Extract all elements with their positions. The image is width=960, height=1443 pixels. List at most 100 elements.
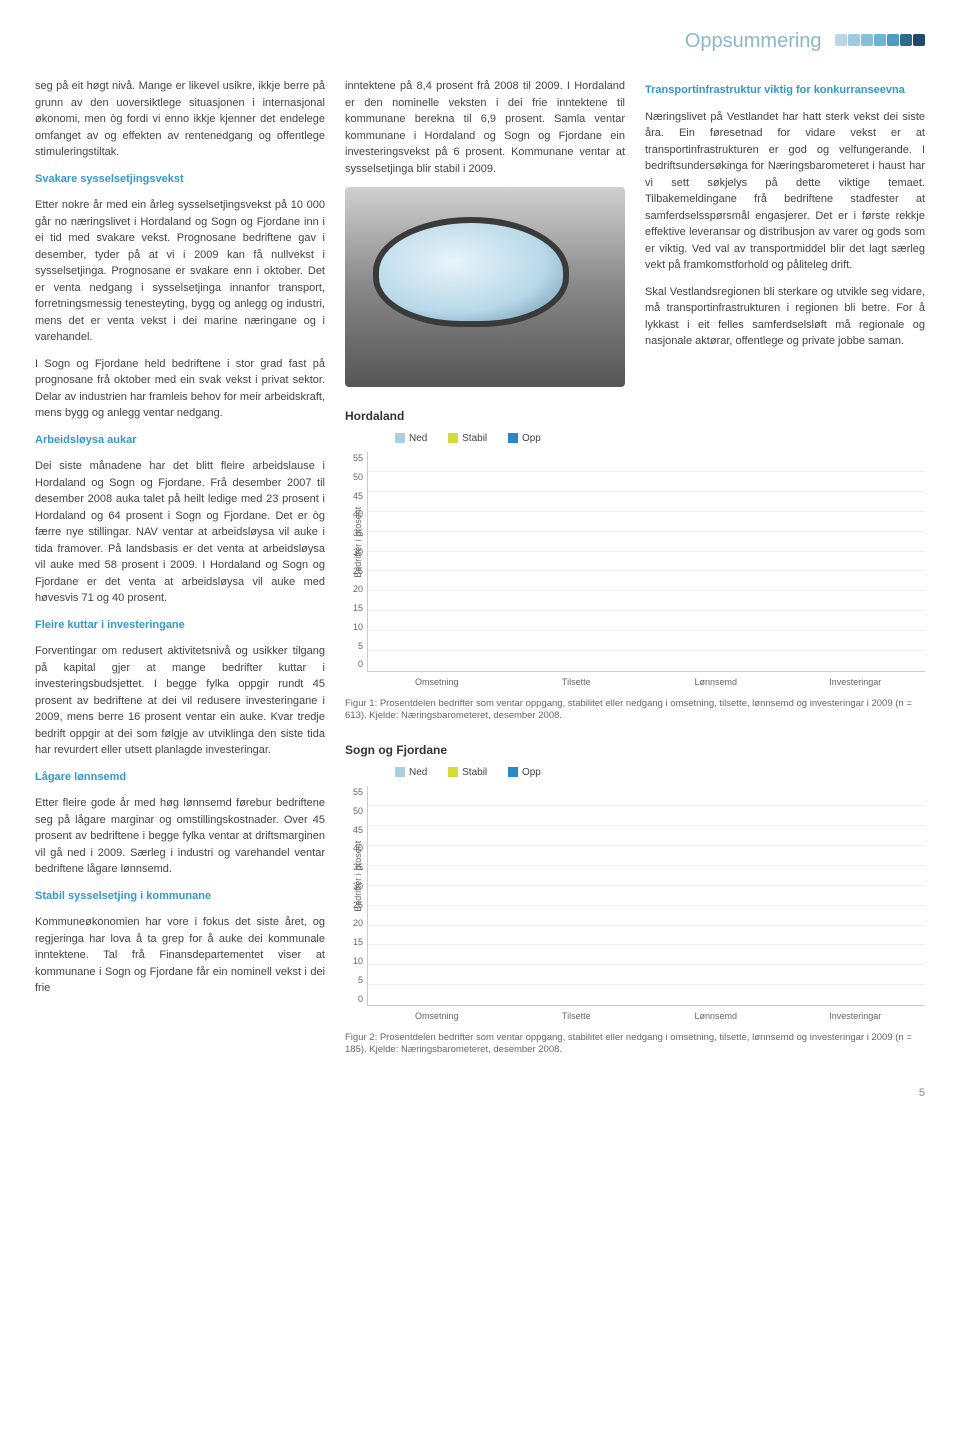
para: Kommuneøkonomien har vore i fokus det si… [35,914,325,997]
y-tick: 50 [345,805,363,819]
chart-title: Hordaland [345,407,925,425]
header-dot [848,34,860,46]
gridline [368,805,925,806]
y-tick: 55 [345,786,363,800]
legend-sq-stabil [448,767,458,777]
column-3: Transportinfrastruktur viktig for konkur… [645,78,925,399]
para: Dei siste månadene har det blitt fleire … [35,458,325,607]
para: seg på eit høgt nivå. Mange er likevel u… [35,78,325,161]
para: Etter fleire gode år med høg lønnsemd fø… [35,795,325,878]
legend-sq-ned [395,433,405,443]
y-tick: 5 [345,640,363,654]
para: Næringslivet på Vestlandet har hatt ster… [645,109,925,274]
header-dot [874,34,886,46]
y-tick: 10 [345,621,363,635]
subhead: Stabil sysselsetjing i kommunane [35,888,325,905]
y-tick: 35 [345,861,363,875]
y-tick: 25 [345,899,363,913]
legend-sq-stabil [448,433,458,443]
x-label: Omsetning [381,1010,493,1024]
chart-caption: Figur 1: Prosentdelen bedrifter som vent… [345,698,925,724]
chart-legend: Ned Stabil Opp [395,765,925,780]
subhead: Fleire kuttar i investeringane [35,617,325,634]
gridline [368,984,925,985]
gridline [368,551,925,552]
gridline [368,944,925,945]
y-tick: 20 [345,917,363,931]
y-tick: 25 [345,565,363,579]
para: Skal Vestlandsregionen bli sterkare og u… [645,284,925,350]
subhead: Lågare lønnsemd [35,769,325,786]
gridline [368,610,925,611]
chart-legend: Ned Stabil Opp [395,431,925,446]
x-label: Lønnsemd [660,676,772,690]
column-right: inntektene på 8,4 prosent frå 2008 til 2… [345,78,925,1075]
chart-title: Sogn og Fjordane [345,741,925,759]
x-label: Tilsette [520,1010,632,1024]
legend-label: Opp [522,767,541,778]
y-tick: 15 [345,602,363,616]
y-tick: 40 [345,508,363,522]
para: inntektene på 8,4 prosent frå 2008 til 2… [345,78,625,177]
gridline [368,491,925,492]
column-2: inntektene på 8,4 prosent frå 2008 til 2… [345,78,625,399]
y-tick: 30 [345,880,363,894]
plot-1 [367,452,925,672]
y-tick: 45 [345,490,363,504]
x-label: Investeringar [799,1010,911,1024]
gridline [368,590,925,591]
gridline [368,650,925,651]
legend-opp: Opp [508,431,541,446]
x-label: Omsetning [381,676,493,690]
gridline [368,865,925,866]
chart-sognogfjordane: Sogn og Fjordane Ned Stabil Opp Bedrifte… [345,741,925,1057]
y-tick: 5 [345,974,363,988]
mirror-photo [345,187,625,387]
y-tick: 30 [345,546,363,560]
x-labels-2: OmsetningTilsetteLønnsemdInvesteringar [367,1010,925,1024]
legend-ned: Ned [395,431,427,446]
y-tick: 0 [345,993,363,1007]
gridline [368,964,925,965]
chart-area-1: 5550454035302520151050 [345,452,925,672]
legend-opp: Opp [508,765,541,780]
gridline [368,511,925,512]
gridline [368,471,925,472]
subhead: Svakare sysselsetjingsvekst [35,171,325,188]
legend-stabil: Stabil [448,431,487,446]
y-axis-2: 5550454035302520151050 [345,786,367,1006]
legend-label: Ned [409,767,427,778]
header-dot [900,34,912,46]
gridline [368,845,925,846]
legend-sq-opp [508,433,518,443]
gridline [368,825,925,826]
gridline [368,630,925,631]
legend-sq-opp [508,767,518,777]
y-tick: 50 [345,471,363,485]
legend-label: Stabil [462,433,487,444]
para: Forventingar om redusert aktivitetsnivå … [35,643,325,759]
y-tick: 40 [345,842,363,856]
page-header: Oppsummering [35,30,925,53]
subhead: Transportinfrastruktur viktig for konkur… [645,82,925,99]
y-axis-1: 5550454035302520151050 [345,452,367,672]
bars-2 [368,786,925,1005]
x-labels-1: OmsetningTilsetteLønnsemdInvesteringar [367,676,925,690]
header-title: Oppsummering [685,30,822,53]
gridline [368,885,925,886]
legend-ned: Ned [395,765,427,780]
chart-caption: Figur 2: Prosentdelen bedrifter som vent… [345,1032,925,1058]
mirror-reflection [373,217,569,327]
legend-label: Stabil [462,767,487,778]
x-label: Investeringar [799,676,911,690]
y-tick: 15 [345,936,363,950]
y-tick: 20 [345,583,363,597]
y-tick: 35 [345,527,363,541]
y-tick: 10 [345,955,363,969]
chart-area-2: 5550454035302520151050 [345,786,925,1006]
header-dot [887,34,899,46]
para: I Sogn og Fjordane held bedriftene i sto… [35,356,325,422]
header-dots [834,33,925,51]
main-columns: seg på eit høgt nivå. Mange er likevel u… [35,78,925,1075]
bars-1 [368,452,925,671]
